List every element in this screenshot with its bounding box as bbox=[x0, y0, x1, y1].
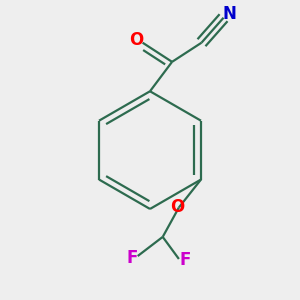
Text: O: O bbox=[129, 32, 143, 50]
Text: F: F bbox=[126, 248, 137, 266]
Text: O: O bbox=[170, 199, 184, 217]
Text: F: F bbox=[179, 251, 190, 269]
Text: N: N bbox=[223, 5, 236, 23]
